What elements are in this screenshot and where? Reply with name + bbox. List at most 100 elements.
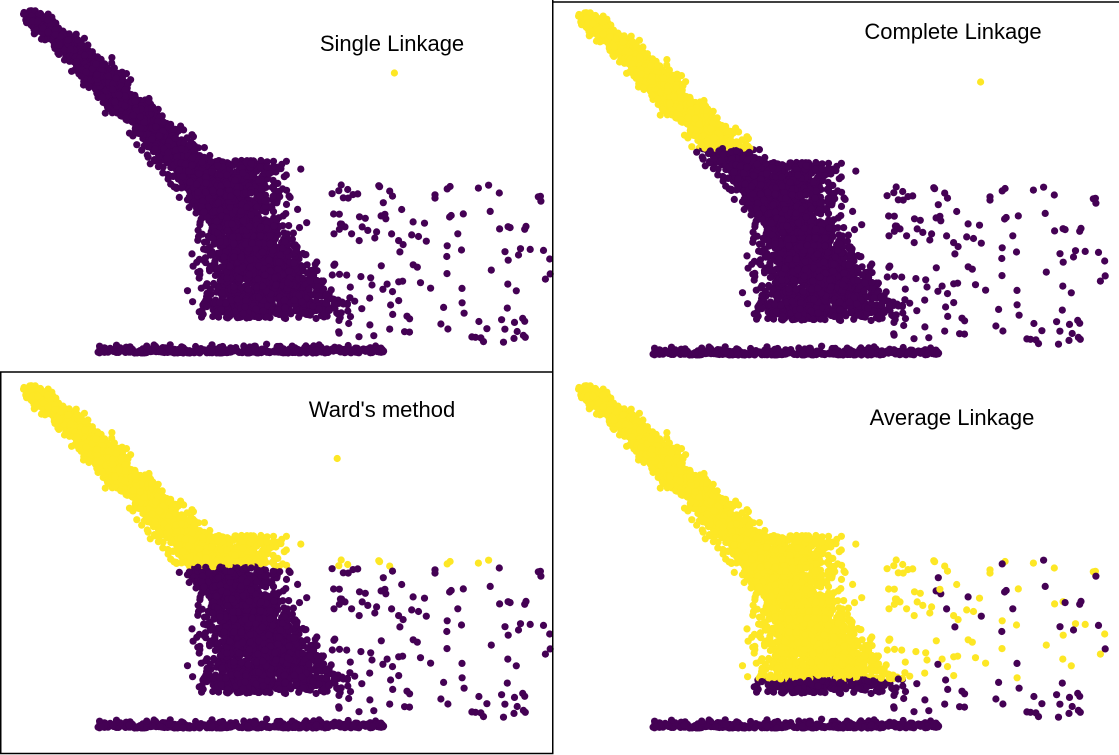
scatter-point — [468, 333, 476, 341]
scatter-point — [195, 170, 203, 178]
scatter-point — [198, 158, 206, 166]
panel-single-linkage: Single Linkage — [20, 7, 554, 357]
scatter-point — [261, 271, 269, 279]
scatter-point — [208, 250, 216, 258]
scatter-point — [82, 68, 90, 76]
scatter-point — [194, 188, 202, 196]
scatter-point — [177, 145, 186, 153]
scatter-point — [313, 258, 321, 266]
scatter-point — [521, 333, 529, 341]
scatter-point — [266, 232, 274, 240]
scatter-point — [454, 230, 462, 238]
scatter-point — [271, 274, 279, 282]
scatter-point — [479, 338, 488, 346]
scatter-point — [325, 306, 333, 314]
scatter-point — [169, 125, 178, 133]
scatter-point — [51, 30, 59, 39]
scatter-point — [245, 271, 253, 279]
scatter-point — [220, 253, 228, 261]
scatter-point — [262, 197, 270, 206]
scatter-point — [388, 230, 396, 238]
scatter-point — [200, 245, 208, 253]
scatter-point — [259, 282, 267, 290]
scatter-point — [133, 141, 141, 149]
scatter-point — [175, 193, 183, 201]
scatter-point — [125, 129, 134, 137]
scatter-point — [193, 180, 201, 188]
scatter-point — [164, 148, 172, 157]
scatter-point — [503, 304, 511, 312]
scatter-point — [132, 123, 140, 131]
scatter-point — [371, 234, 379, 242]
scatter-point — [263, 313, 271, 321]
scatter-point — [443, 185, 451, 193]
scatter-point — [446, 213, 454, 221]
scatter-point — [272, 216, 280, 224]
scatter-point — [373, 228, 381, 236]
scatter-point — [309, 302, 317, 310]
scatter-point — [72, 58, 81, 66]
scatter-point — [323, 347, 331, 355]
scatter-point — [202, 259, 210, 267]
scatter-point — [222, 299, 230, 307]
scatter-point — [376, 183, 384, 191]
scatter-point — [335, 210, 343, 218]
scatter-point — [230, 240, 238, 248]
scatter-point — [276, 193, 284, 201]
scatter-point — [183, 287, 192, 295]
scatter-point — [254, 313, 262, 322]
scatter-point — [247, 189, 255, 197]
scatter-point — [361, 214, 369, 222]
scatter-point — [398, 205, 406, 214]
scatter-point — [186, 178, 194, 186]
scatter-point — [286, 193, 294, 201]
scatter-point — [338, 220, 346, 228]
scatter-point — [386, 325, 394, 333]
scatter-point — [306, 277, 314, 285]
scatter-point — [345, 319, 353, 328]
scatter-point — [328, 190, 336, 198]
scatter-point — [151, 145, 159, 153]
scatter-point — [200, 208, 208, 216]
scatter-point — [513, 327, 521, 336]
scatter-point — [179, 349, 187, 357]
scatter-point — [498, 316, 506, 324]
scatter-point — [348, 230, 356, 238]
scatter-point — [483, 325, 491, 333]
scatter-point — [380, 347, 388, 355]
scatter-point — [111, 98, 119, 106]
scatter-point — [181, 160, 189, 168]
scatter-point — [276, 251, 284, 259]
scatter-point — [216, 188, 224, 196]
scatter-point — [281, 238, 289, 246]
scatter-point — [510, 334, 518, 342]
scatter-point — [131, 97, 139, 105]
scatter-point — [223, 180, 231, 188]
scatter-point — [203, 303, 211, 311]
scatter-point — [389, 310, 397, 318]
scatter-point — [259, 307, 267, 315]
scatter-point — [496, 225, 504, 233]
scatter-point — [344, 185, 352, 194]
scatter-points-single-linkage — [20, 7, 554, 357]
scatter-point — [269, 192, 277, 200]
scatter-point — [254, 275, 262, 283]
scatter-point — [145, 94, 153, 103]
scatter-point — [246, 263, 254, 271]
scatter-point — [104, 103, 112, 111]
scatter-point — [539, 246, 548, 254]
scatter-point — [381, 210, 389, 218]
scatter-point — [208, 347, 216, 355]
scatter-point — [346, 294, 354, 302]
scatter-point — [458, 299, 466, 307]
scatter-point — [190, 146, 198, 154]
scatter-point — [346, 313, 355, 321]
scatter-point — [475, 317, 483, 326]
scatter-point — [223, 274, 231, 282]
scatter-point — [364, 226, 372, 234]
scatter-point — [368, 281, 376, 289]
scatter-point — [229, 233, 237, 241]
scatter-point — [243, 203, 251, 211]
scatter-point — [403, 312, 411, 320]
